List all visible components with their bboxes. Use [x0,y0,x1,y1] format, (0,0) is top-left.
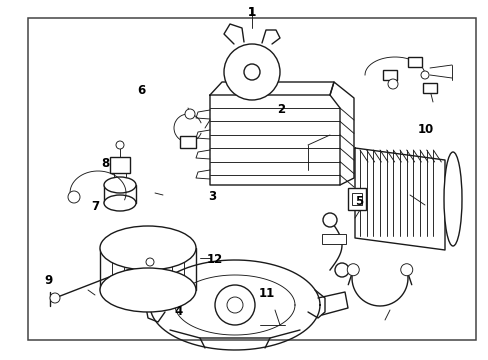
Ellipse shape [100,226,196,270]
Bar [382,70,396,80]
Circle shape [387,79,397,89]
Text: 5: 5 [355,195,363,208]
Bar [321,234,346,244]
Bar [422,83,436,93]
Text: 6: 6 [138,84,145,96]
Circle shape [184,109,195,119]
Circle shape [334,263,348,277]
Bar [28,18,475,340]
Text: 1: 1 [247,5,256,18]
Text: 4: 4 [174,305,182,318]
Bar [110,157,130,173]
Circle shape [226,297,243,313]
Text: 10: 10 [416,123,433,136]
Text: 3: 3 [208,190,216,203]
Circle shape [420,71,428,79]
Bar [351,193,361,205]
Text: 7: 7 [91,201,99,213]
Text: 2: 2 [277,103,285,116]
Circle shape [215,285,254,325]
Text: 9: 9 [45,274,53,287]
Circle shape [244,64,260,80]
Ellipse shape [104,195,136,211]
Text: 1: 1 [247,6,255,19]
Circle shape [323,213,336,227]
Circle shape [50,293,60,303]
Bar [407,57,421,67]
Circle shape [146,258,154,266]
Circle shape [346,264,359,276]
Ellipse shape [104,177,136,193]
Text: 8: 8 [101,157,109,170]
Bar [180,136,196,148]
Circle shape [68,191,80,203]
Text: 12: 12 [206,253,223,266]
Circle shape [224,44,280,100]
Ellipse shape [443,152,461,246]
Circle shape [116,141,124,149]
Circle shape [400,264,412,276]
Bar [347,188,365,210]
Ellipse shape [100,268,196,312]
Text: 11: 11 [258,287,274,300]
